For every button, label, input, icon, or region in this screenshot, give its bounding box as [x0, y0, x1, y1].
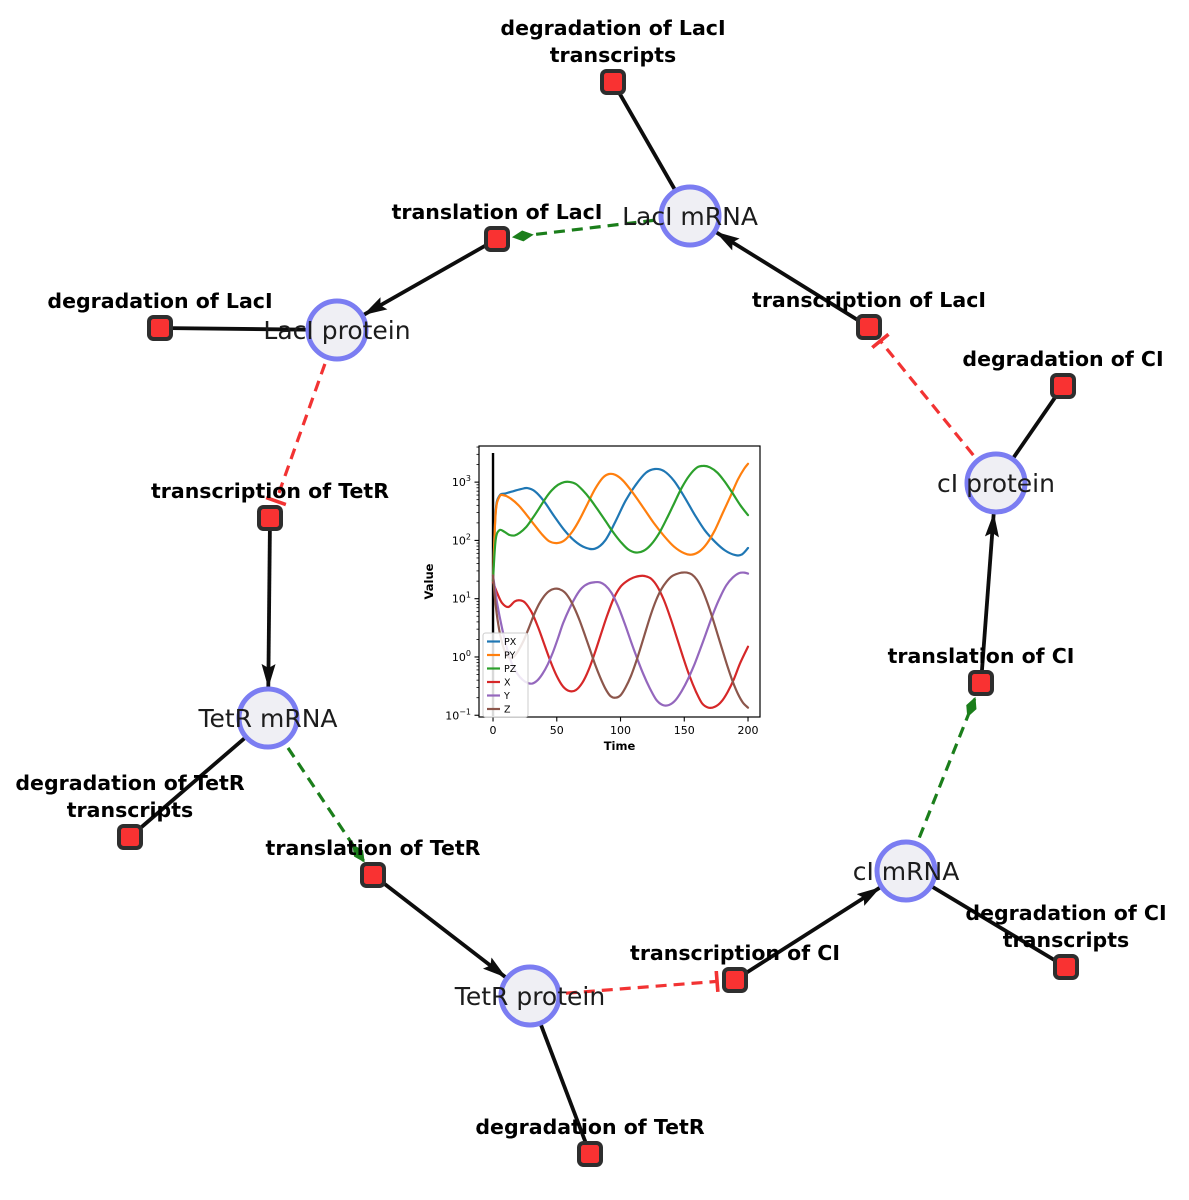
reaction-node-tx_laci [856, 314, 882, 340]
reaction-label-tx_tetr-line1: transcription of TetR [151, 479, 389, 503]
legend-entry-Y: Y [503, 691, 510, 702]
reaction-label-deg_tetr_tx-line1: degradation of TetR [15, 771, 244, 795]
reaction-label-tx_ci-line1: transcription of CI [630, 941, 840, 965]
edge-arrow-transl_tetr-tetr_protein [371, 873, 507, 979]
nodes-layer [117, 69, 1079, 1167]
species-node-tetr_protein [498, 964, 562, 1028]
reaction-node-deg_ci [1050, 373, 1076, 399]
x-axis-label: Time [604, 739, 636, 753]
reaction-node-transl_tetr [360, 862, 386, 888]
edge-activation-ci_mrna-transl_ci [904, 696, 977, 872]
reaction-label-transl_laci-line1: translation of LacI [392, 200, 603, 224]
y-tick-label: 10−1 [445, 707, 471, 722]
species-label-ci_mrna: cI mRNA [853, 857, 960, 886]
edge-arrow-tx_laci-laci_mrna [715, 230, 871, 329]
reaction-node-tx_ci [722, 967, 748, 993]
labels-layer: degradation of LacI transcripts translatio… [15, 16, 1166, 1139]
series-line-PX [491, 467, 750, 583]
species-node-laci_mrna [658, 184, 722, 248]
edge-arrow-tx_ci-ci_mrna [733, 886, 881, 982]
series-line-Y [491, 571, 750, 707]
reaction-label-tx_laci-line1: transcription of LacI [752, 288, 986, 312]
reaction-label-deg_laci-line1: degradation of LacI [47, 289, 272, 313]
edge-arrow-transl_laci-laci_protein [363, 237, 498, 317]
reaction-node-transl_laci [484, 226, 510, 252]
legend-entry-PY: PY [504, 651, 516, 662]
reaction-node-deg_ci_tx [1053, 954, 1079, 980]
x-tick-label: 50 [550, 724, 564, 737]
x-tick-label: 0 [490, 724, 497, 737]
reaction-node-tx_tetr [257, 505, 283, 531]
reaction-node-deg_tetr_tx [117, 824, 143, 850]
series-layer [491, 462, 750, 709]
reaction-label-transl_tetr-line1: translation of TetR [266, 836, 481, 860]
x-tick-label: 100 [610, 724, 631, 737]
y-tick-label: 103 [452, 474, 471, 489]
edge-inhibition-tetr_protein-tx_ci [529, 970, 720, 998]
reaction-label-deg_ci_tx-line1: degradation of CI [965, 901, 1166, 925]
species-label-ci_protein: cI protein [937, 469, 1055, 498]
reaction-label-deg_ci_tx-line2: transcripts [1003, 928, 1130, 952]
reaction-label-transl_ci-line1: translation of CI [888, 644, 1075, 668]
reaction-node-deg_laci_tx [600, 69, 626, 95]
species-node-tetr_mrna [236, 686, 300, 750]
y-tick-label: 101 [452, 591, 471, 606]
legend: PX PY PZ XYZ [482, 632, 529, 718]
x-tick-label: 150 [674, 724, 695, 737]
species-node-ci_protein [964, 451, 1028, 515]
legend-entry-Z: Z [504, 705, 511, 716]
species-node-ci_mrna [874, 839, 938, 903]
series-line-PY [491, 462, 750, 583]
species-label-tetr_mrna: TetR mRNA [197, 704, 337, 733]
species-label-laci_mrna: LacI mRNA [622, 202, 758, 231]
legend-entry-X: X [504, 678, 511, 689]
reaction-node-deg_tetr [577, 1141, 603, 1167]
reaction-label-deg_tetr_tx-line2: transcripts [67, 798, 194, 822]
edge-activation-laci_mrna-transl_laci [511, 214, 691, 242]
legend-entry-PZ: PZ [504, 664, 517, 675]
legend-entry-PX: PX [504, 637, 517, 648]
reaction-label-deg_laci_tx-line2: transcripts [550, 43, 677, 67]
reaction-label-deg_laci_tx-line1: degradation of LacI [500, 16, 725, 40]
species-node-laci_protein [305, 298, 369, 362]
y-axis-label: Value [422, 563, 436, 599]
edge-arrow-transl_ci-ci_protein [979, 512, 999, 684]
species-label-laci_protein: LacI protein [263, 316, 410, 345]
reaction-node-transl_ci [968, 670, 994, 696]
edge-inhibition-laci_protein-tx_tetr [265, 329, 339, 507]
reaction-label-deg_ci-line1: degradation of CI [962, 347, 1163, 371]
inset-axes-frame [478, 445, 761, 718]
species-label-tetr_protein: TetR protein [454, 982, 605, 1011]
x-tick-label: 200 [738, 724, 759, 737]
y-tick-label: 102 [452, 532, 471, 547]
edge-arrow-tx_tetr-tetr_mrna [261, 517, 276, 689]
reaction-label-deg_tetr-line1: degradation of TetR [475, 1115, 704, 1139]
series-line-X [491, 574, 750, 709]
y-tick-label: 100 [452, 649, 471, 664]
edge-inhibition-ci_protein-tx_laci [871, 332, 998, 485]
series-line-PZ [491, 464, 750, 583]
series-line-Z [491, 571, 750, 709]
reaction-node-deg_laci [147, 315, 173, 341]
